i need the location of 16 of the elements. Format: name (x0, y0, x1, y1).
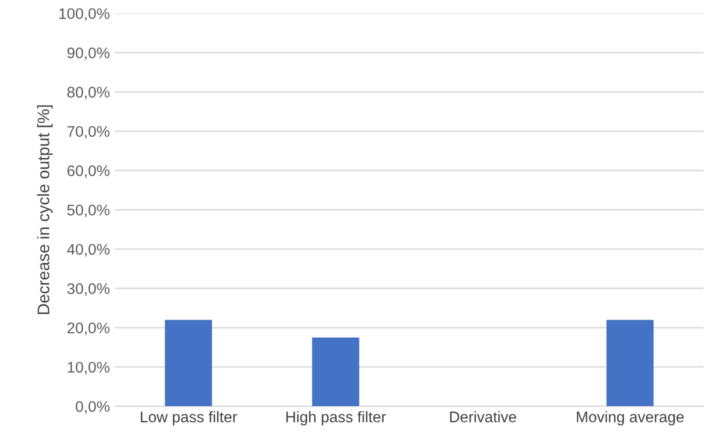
y-tick-label: 90,0% (67, 47, 110, 60)
x-tick-label: Low pass filter (140, 411, 238, 426)
y-tick-label: 50,0% (67, 204, 110, 218)
y-tick-label: 40,0% (67, 244, 110, 257)
x-tick-label: High pass filter (286, 411, 386, 426)
y-tick-label: 100,0% (59, 8, 110, 21)
x-tick-label: Moving average (576, 411, 684, 426)
x-tick-label: Derivative (450, 411, 516, 422)
y-tick-label: 30,0% (67, 283, 110, 296)
y-axis-title: Decrease in cycle output [%] (37, 105, 53, 314)
y-tick-label: 20,0% (67, 322, 110, 336)
y-tick-label: 10,0% (68, 362, 110, 374)
y-tick-label: 0,0% (76, 401, 110, 414)
y-tick-label: 60,0% (67, 165, 110, 178)
y-tick-label: 80,0% (67, 86, 110, 100)
y-tick-label: 70,0% (67, 126, 110, 139)
